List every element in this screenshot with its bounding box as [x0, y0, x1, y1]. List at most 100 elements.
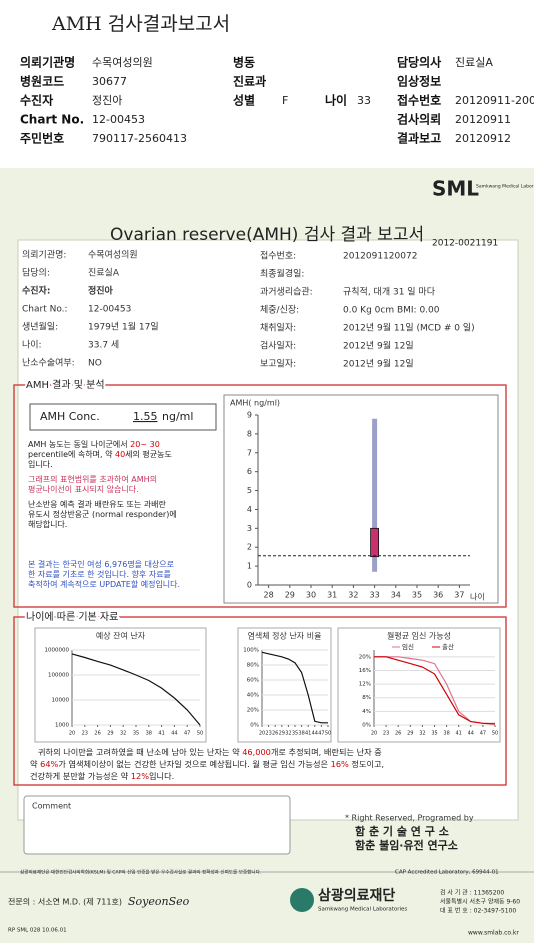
chart-title: 예상 잔여 난자	[96, 631, 146, 641]
x-tick-label: 28	[264, 591, 274, 600]
info-value: 수목여성의원	[88, 249, 138, 261]
info-value: 1979년 1월 17일	[88, 321, 159, 333]
x-tick-label: 50	[197, 731, 203, 737]
field-label: 진료과	[233, 74, 266, 89]
paragraph-line: 유도시 정상반응군 (normal responder)에	[28, 509, 177, 519]
report-title: Ovarian reserve(AMH) 검사 결과 보고서	[110, 225, 424, 245]
y-tick-label: 20%	[359, 654, 371, 660]
x-tick-label: 26	[395, 731, 401, 737]
x-tick-label: 23	[383, 731, 389, 737]
x-tick-label: 20	[259, 731, 265, 737]
range-bar	[372, 418, 378, 572]
y-tick-label: 40%	[247, 693, 259, 699]
y-tick-label: 8%	[362, 695, 371, 701]
x-tick-label: 35	[431, 731, 437, 737]
header-title: AMH 검사결과보고서	[51, 13, 230, 35]
text-segment: percentile에 속하며, 약	[28, 449, 115, 459]
info-value: 2012091120072	[343, 252, 417, 262]
text-segment: 건강하게 분만할 가능성은 약	[30, 771, 131, 781]
field-label: 임상정보	[397, 74, 441, 89]
chart-title: 염색체 정상 난자 비율	[248, 631, 322, 641]
info-label: 보고일자:	[260, 359, 296, 370]
info-value: 12-00453	[88, 305, 131, 315]
x-tick-label: 34	[391, 591, 401, 600]
text-segment: 12%	[131, 771, 149, 781]
legend-label: 임신	[402, 642, 414, 651]
paragraph-line: 한 자료를 기초로 한 것입니다. 향후 자료를	[28, 569, 171, 579]
field-value: 790117-2560413	[92, 132, 187, 145]
text-segment: 개로 추정되며, 배란되는 난자 중	[271, 747, 382, 757]
report-number: 2012-0021191	[432, 239, 498, 249]
text-segment: AMH 농도는 동일 나이군에서	[28, 439, 130, 449]
chart-frame	[237, 627, 332, 743]
text-segment: 본 결과는 한국인 여성 6,976명을 대상으로	[28, 559, 174, 569]
y-tick-label: 60%	[247, 678, 259, 684]
y-tick-label: 0%	[250, 723, 259, 729]
org-info: 서울특별시 서초구 양재동 9-60	[440, 898, 520, 906]
y-tick-label: 4%	[362, 709, 371, 715]
basics-section-box	[13, 616, 507, 786]
text-segment: 40	[115, 450, 125, 459]
text-segment: 가 염색체이상이 없는 건강한 난자일 것으로 예상됩니다. 월 평균 임신 가…	[58, 759, 330, 769]
field-value: 12-00453	[92, 113, 145, 126]
text-segment: 입니다.	[28, 459, 53, 469]
text-segment: 46,000	[242, 747, 271, 757]
org-name: 삼광의료재단	[318, 887, 395, 904]
info-label: Chart No.:	[22, 305, 68, 315]
info-label: 수진자:	[22, 285, 50, 297]
y-tick-label: 80%	[247, 663, 259, 669]
y-tick-label: 10000	[52, 698, 70, 704]
x-tick-label: 33	[370, 591, 380, 600]
x-tick-label: 50	[325, 731, 331, 737]
web: www.smlab.co.kr	[468, 930, 519, 937]
x-tick-label: 29	[107, 731, 113, 737]
field-label: 검사의뢰	[397, 112, 441, 127]
field-value: 수목여성의원	[92, 56, 153, 69]
summary-line: 약 64%가 염색체이상이 없는 건강한 난자일 것으로 예상됩니다. 월 평균…	[30, 759, 384, 769]
field-label: 담당의사	[397, 55, 441, 70]
paragraph-line: AMH 농도는 동일 나이군에서 20~ 30	[28, 439, 160, 449]
x-tick-label: 29	[279, 731, 285, 737]
chart-title: 월평균 임신 가능성	[387, 631, 451, 641]
rights-note: * Right Reserved, Programed by	[345, 814, 474, 823]
text-segment: 입니다.	[149, 771, 174, 781]
y-tick-label: 3	[247, 524, 252, 533]
y-tick-label: 16%	[359, 668, 371, 674]
y-tick-label: 1000	[55, 723, 69, 729]
x-tick-label: 32	[348, 591, 358, 600]
info-value: 진료실A	[88, 268, 120, 279]
field-value: 20120911-20072	[455, 94, 534, 107]
x-tick-label: 23	[82, 731, 88, 737]
conc-label: AMH Conc.	[40, 410, 100, 423]
x-tick-label: 41	[305, 731, 311, 737]
field-value: 20120911	[455, 113, 511, 126]
info-value: 2012년 9월 11일 (MCD # 0 일)	[343, 322, 475, 334]
info-value: 2012년 9월 12일	[343, 358, 414, 370]
text-segment: 16%	[331, 759, 349, 769]
y-tick-label: 12%	[359, 682, 371, 688]
paragraph-line: 축적하여 계속적으로 UPDATE할 예정입니다.	[28, 579, 180, 589]
y-tick-label: 0%	[362, 723, 371, 729]
x-tick-label: 47	[480, 731, 486, 737]
x-tick-label: 36	[433, 591, 443, 600]
field-value: 정진아	[92, 94, 122, 107]
section-title: 나이에 따른 기본 자료	[26, 611, 118, 623]
x-tick-label: 50	[492, 731, 498, 737]
doctor: 전문의 : 서소연 M.D. (제 711호)	[8, 897, 122, 907]
section-title: AMH 결과 및 분석	[26, 379, 105, 391]
text-segment: 약	[30, 759, 40, 769]
y-tick-label: 8	[247, 429, 252, 438]
org-name-en: Samkwang Medical Laboratories	[318, 907, 407, 913]
info-label: 생년월일:	[22, 321, 58, 333]
info-label: 최종월경일:	[260, 268, 304, 280]
logo: SML	[432, 177, 479, 201]
y-tick-label: 100%	[243, 648, 259, 654]
legend-label: 출산	[442, 642, 454, 651]
text-segment: 64%	[40, 759, 58, 769]
x-tick-label: 23	[265, 731, 271, 737]
field-label: 나이	[325, 93, 347, 108]
info-label: 담당의:	[22, 267, 50, 279]
data-line	[261, 651, 328, 724]
info-value: 2012년 9월 12일	[343, 340, 414, 352]
text-segment: 정도이고,	[349, 759, 384, 769]
